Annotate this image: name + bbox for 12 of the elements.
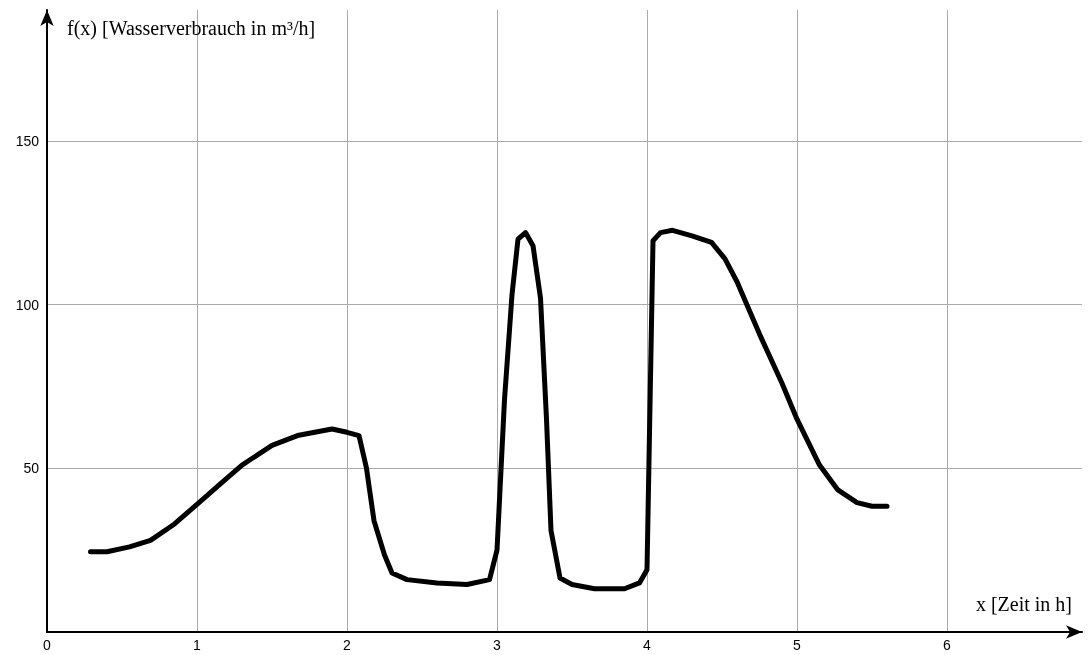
x-tick-label: 0 <box>43 637 52 653</box>
x-tick-label: 6 <box>943 637 952 653</box>
x-tick-label: 3 <box>493 637 502 653</box>
y-tick-label: 150 <box>15 132 40 149</box>
x-tick-label: 4 <box>643 637 652 653</box>
x-tick-label: 1 <box>193 637 202 653</box>
y-tick-label: 50 <box>23 460 40 477</box>
x-axis-title: x [Zeit in h] <box>975 593 1072 615</box>
y-axis-title: f(x) [Wasserverbrauch in m³/h] <box>67 17 316 40</box>
y-tick-label: 100 <box>15 296 40 313</box>
x-tick-label: 2 <box>343 637 352 653</box>
x-tick-label: 5 <box>793 637 802 653</box>
